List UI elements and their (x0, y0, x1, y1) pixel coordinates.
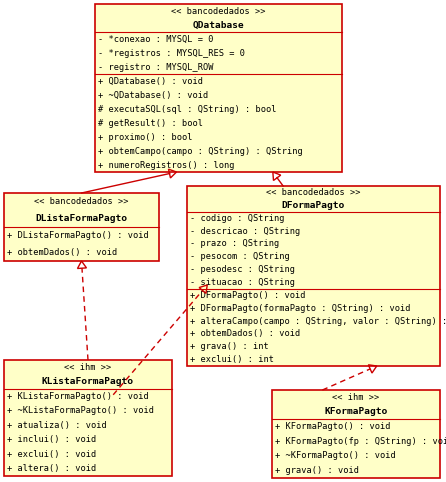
Text: << bancodedados >>: << bancodedados >> (171, 6, 266, 15)
Text: - pesodesc : QString: - pesodesc : QString (190, 265, 295, 274)
Text: + exclui() : int: + exclui() : int (190, 355, 274, 364)
Text: - situacao : QString: - situacao : QString (190, 278, 295, 287)
Text: + KFormaPagto(fp : QString) : void: + KFormaPagto(fp : QString) : void (275, 437, 446, 446)
Text: + atualiza() : void: + atualiza() : void (7, 421, 107, 430)
Text: + inclui() : void: + inclui() : void (7, 435, 96, 444)
Text: # getResult() : bool: # getResult() : bool (98, 119, 203, 128)
Text: - registro : MYSQL_ROW: - registro : MYSQL_ROW (98, 63, 214, 71)
Text: + obtemCampo(campo : QString) : QString: + obtemCampo(campo : QString) : QString (98, 147, 303, 156)
Text: + obtemDados() : void: + obtemDados() : void (7, 248, 117, 257)
Text: << ihm >>: << ihm >> (64, 363, 112, 372)
Text: + KListaFormaPagto() : void: + KListaFormaPagto() : void (7, 392, 149, 401)
Text: + alteraCampo(campo : QString, valor : QString) : bool: + alteraCampo(campo : QString, valor : Q… (190, 317, 446, 325)
Text: - codigo : QString: - codigo : QString (190, 214, 285, 223)
Text: + ~QDatabase() : void: + ~QDatabase() : void (98, 91, 208, 99)
Text: - *registros : MYSQL_RES = 0: - *registros : MYSQL_RES = 0 (98, 49, 245, 57)
Text: << bancodedados >>: << bancodedados >> (34, 197, 129, 206)
Text: DFormaPagto: DFormaPagto (282, 201, 345, 210)
Text: + obtemDados() : void: + obtemDados() : void (190, 329, 300, 338)
Text: + KFormaPagto() : void: + KFormaPagto() : void (275, 422, 391, 431)
Text: + proximo() : bool: + proximo() : bool (98, 133, 193, 142)
Text: + ~KFormaPagto() : void: + ~KFormaPagto() : void (275, 452, 396, 460)
Text: + grava() : int: + grava() : int (190, 342, 269, 351)
Text: + numeroRegistros() : long: + numeroRegistros() : long (98, 161, 235, 170)
Text: + DListaFormaPagto() : void: + DListaFormaPagto() : void (7, 231, 149, 240)
Text: KListaFormaPagto: KListaFormaPagto (42, 377, 134, 386)
Text: + ~KListaFormaPagto() : void: + ~KListaFormaPagto() : void (7, 406, 154, 415)
Text: + DFormaPagto() : void: + DFormaPagto() : void (190, 291, 306, 300)
Text: - prazo : QString: - prazo : QString (190, 240, 279, 248)
Text: << bancodedados >>: << bancodedados >> (266, 188, 361, 197)
Bar (272, 390, 440, 478)
Bar (4, 193, 159, 261)
Text: << ihm >>: << ihm >> (332, 393, 380, 402)
Text: - pesocom : QString: - pesocom : QString (190, 252, 290, 261)
Text: + DFormaPagto(formaPagto : QString) : void: + DFormaPagto(formaPagto : QString) : vo… (190, 304, 410, 313)
Text: - descricao : QString: - descricao : QString (190, 227, 300, 236)
Bar (187, 186, 440, 366)
Text: # executaSQL(sql : QString) : bool: # executaSQL(sql : QString) : bool (98, 105, 277, 113)
Text: DListaFormaPagto: DListaFormaPagto (36, 214, 128, 223)
Bar (95, 4, 342, 172)
Text: + altera() : void: + altera() : void (7, 464, 96, 473)
Text: KFormaPagto: KFormaPagto (324, 407, 388, 416)
Text: + exclui() : void: + exclui() : void (7, 450, 96, 459)
Text: - *conexao : MYSQL = 0: - *conexao : MYSQL = 0 (98, 35, 214, 43)
Bar (4, 360, 172, 476)
Text: + grava() : void: + grava() : void (275, 466, 359, 475)
Text: QDatabase: QDatabase (193, 21, 244, 29)
Text: + QDatabase() : void: + QDatabase() : void (98, 77, 203, 85)
